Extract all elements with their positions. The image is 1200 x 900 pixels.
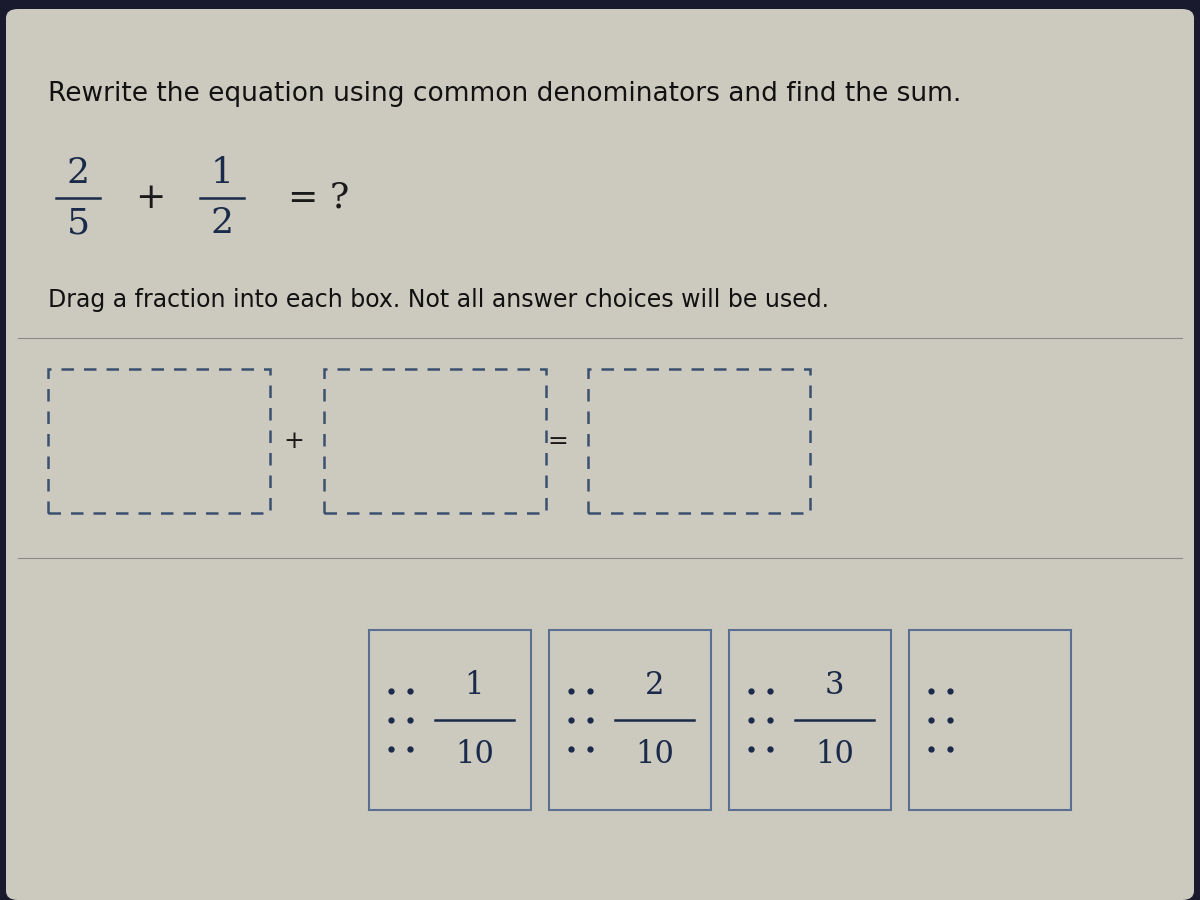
FancyBboxPatch shape: [910, 630, 1072, 810]
Bar: [324, 369, 546, 513]
Text: 10: 10: [455, 739, 493, 770]
Text: Rewrite the equation using common denominators and find the sum.: Rewrite the equation using common denomi…: [48, 81, 961, 107]
FancyBboxPatch shape: [370, 630, 530, 810]
Text: = ?: = ?: [288, 181, 349, 215]
Text: 3: 3: [824, 670, 844, 701]
Text: 1: 1: [210, 156, 234, 190]
Text: +: +: [134, 181, 166, 215]
Text: 1: 1: [464, 670, 484, 701]
Text: 2: 2: [644, 670, 664, 701]
Text: +: +: [283, 429, 305, 453]
Text: 5: 5: [66, 206, 90, 240]
Text: 10: 10: [635, 739, 673, 770]
Bar: [588, 369, 810, 513]
Text: 10: 10: [815, 739, 853, 770]
FancyBboxPatch shape: [6, 9, 1194, 900]
Text: 2: 2: [66, 156, 90, 190]
FancyBboxPatch shape: [550, 630, 710, 810]
FancyBboxPatch shape: [730, 630, 892, 810]
Text: Drag a fraction into each box. Not all answer choices will be used.: Drag a fraction into each box. Not all a…: [48, 288, 829, 312]
Text: =: =: [547, 429, 569, 453]
Bar: [48, 369, 270, 513]
Text: 2: 2: [210, 206, 234, 240]
